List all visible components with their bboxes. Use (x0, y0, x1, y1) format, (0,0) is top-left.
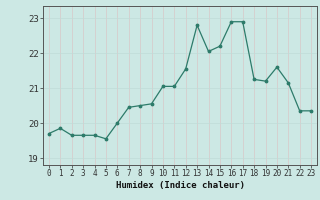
X-axis label: Humidex (Indice chaleur): Humidex (Indice chaleur) (116, 181, 244, 190)
